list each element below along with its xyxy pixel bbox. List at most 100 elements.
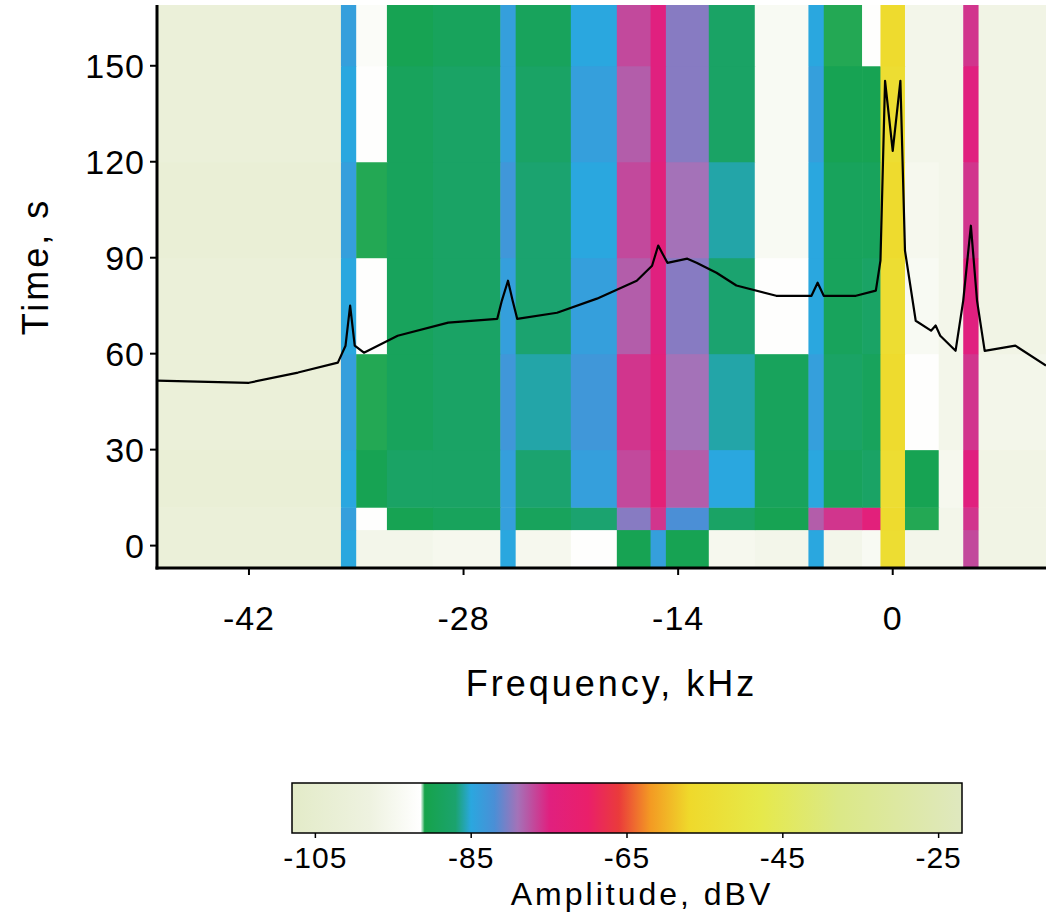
spectrum-line	[157, 81, 1046, 383]
heatmap-cell	[516, 507, 572, 530]
colorbar-tick	[938, 833, 940, 838]
heatmap-cell	[341, 530, 357, 568]
heatmap-cell	[880, 258, 905, 354]
heatmap-cell	[862, 162, 881, 258]
heatmap-cell	[963, 530, 979, 568]
x-axis-title: Frequency, kHz	[466, 663, 757, 704]
heatmap-cell	[755, 66, 809, 162]
heatmap-cell	[979, 5, 1046, 66]
heatmap-cell	[500, 66, 516, 162]
heatmap-cell	[939, 530, 964, 568]
heatmap-cell	[571, 530, 617, 568]
colorbar-tick-label: -45	[760, 841, 806, 874]
heatmap-cell	[356, 507, 387, 530]
heatmap-cell	[516, 162, 572, 258]
heatmap-cell	[157, 530, 341, 568]
y-tick-label: 90	[105, 239, 145, 277]
heatmap-cell	[755, 5, 809, 66]
heatmap-cell	[862, 354, 881, 450]
heatmap-cell	[755, 354, 809, 450]
x-tick-label: -14	[652, 599, 704, 637]
heatmap-cell	[356, 162, 387, 258]
heatmap-cell	[880, 162, 905, 258]
heatmap-cell	[341, 66, 357, 162]
heatmap-cell	[516, 66, 572, 162]
heatmap-cell	[433, 450, 501, 508]
x-tick-label: -28	[437, 599, 489, 637]
x-tick	[248, 568, 250, 575]
heatmap-cell	[808, 5, 824, 66]
heatmap-cell	[666, 258, 709, 354]
heatmap-cell	[905, 354, 939, 450]
colorbar-tick-label: -105	[283, 841, 347, 874]
heatmap-cell	[905, 162, 939, 258]
heatmap-cell	[571, 66, 617, 162]
heatmap-cell	[709, 530, 755, 568]
heatmap-cell	[824, 507, 863, 530]
heatmap-cell	[516, 5, 572, 66]
heatmap-cell	[651, 258, 667, 354]
heatmap-cell	[433, 530, 501, 568]
heatmap-cell	[905, 258, 939, 354]
heatmap-cell	[666, 5, 709, 66]
heatmap-cell	[939, 450, 964, 508]
heatmap-cell	[979, 258, 1046, 354]
heatmap-cell	[824, 354, 863, 450]
heatmap-cell	[880, 354, 905, 450]
heatmap-cell	[862, 5, 881, 66]
heatmap-cell	[979, 507, 1046, 530]
heatmap-cell	[341, 162, 357, 258]
heatmap-cell	[571, 450, 617, 508]
heatmap-cell	[880, 530, 905, 568]
colorbar-tick	[470, 833, 472, 838]
heatmap-cell	[617, 5, 651, 66]
heatmap-cell	[157, 258, 341, 354]
heatmap-cell	[709, 5, 755, 66]
heatmap-cell	[939, 507, 964, 530]
heatmap-cell	[808, 530, 824, 568]
y-tick-label: 120	[85, 143, 145, 181]
y-tick-label: 30	[105, 431, 145, 469]
colorbar-tick-label: -85	[448, 841, 494, 874]
heatmap-cell	[500, 450, 516, 508]
heatmap-cell	[709, 450, 755, 508]
y-tick-label: 150	[85, 47, 145, 85]
heatmap-cell	[157, 450, 341, 508]
y-tick	[150, 65, 157, 67]
heatmap-cell	[617, 162, 651, 258]
heatmap-cell	[516, 450, 572, 508]
y-tick	[150, 161, 157, 163]
colorbar-title: Amplitude, dBV	[511, 876, 774, 912]
heatmap-cell	[571, 507, 617, 530]
y-tick	[150, 449, 157, 451]
heatmap-cell	[709, 354, 755, 450]
heatmap-cell	[808, 507, 824, 530]
heatmap-cell	[651, 507, 667, 530]
heatmap-cell	[387, 258, 433, 354]
y-tick-label: 0	[125, 527, 145, 565]
heatmap-cell	[666, 450, 709, 508]
heatmap-cell	[387, 450, 433, 508]
heatmap-cell	[157, 66, 341, 162]
colorbar	[292, 783, 962, 833]
heatmap-cell	[356, 5, 387, 66]
heatmap-cell	[387, 162, 433, 258]
colorbar-tick-label: -25	[915, 841, 961, 874]
heatmap-cell	[341, 5, 357, 66]
heatmap-cell	[571, 5, 617, 66]
heatmap-cell	[880, 450, 905, 508]
heatmap-cell	[939, 162, 964, 258]
heatmap-cell	[500, 530, 516, 568]
heatmap-cell	[433, 162, 501, 258]
heatmap-cell	[862, 66, 881, 162]
heatmap-cell	[824, 162, 863, 258]
heatmap-cell	[666, 162, 709, 258]
heatmap-cell	[651, 450, 667, 508]
heatmap-cell	[356, 354, 387, 450]
heatmap-cell	[755, 258, 809, 354]
heatmap-cell	[905, 5, 939, 66]
heatmap-cell	[666, 66, 709, 162]
heatmap-cell	[617, 507, 651, 530]
heatmap-cell	[963, 162, 979, 258]
heatmap-cell	[755, 450, 809, 508]
